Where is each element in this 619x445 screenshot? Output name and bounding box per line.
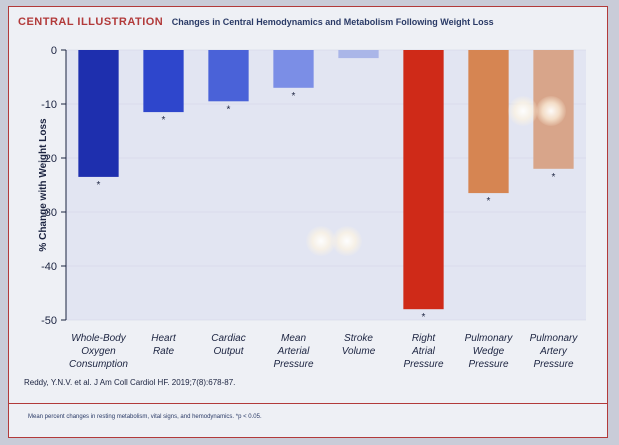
bar bbox=[273, 50, 314, 88]
y-tick-label: -40 bbox=[41, 261, 57, 273]
divider bbox=[8, 403, 608, 404]
central-illustration-tag: CENTRAL ILLUSTRATION bbox=[18, 16, 164, 28]
category-label: Artery bbox=[539, 346, 568, 357]
category-label: Oxygen bbox=[81, 346, 116, 357]
category-label: Whole-Body bbox=[71, 333, 126, 344]
category-label: Pressure bbox=[533, 359, 573, 370]
category-label: Pressure bbox=[403, 359, 443, 370]
y-axis-label: % Change with Weight Loss bbox=[38, 118, 49, 252]
y-tick-label: -10 bbox=[41, 99, 57, 111]
bar bbox=[208, 50, 249, 102]
footnote: Mean percent changes in resting metaboli… bbox=[28, 414, 262, 420]
bar bbox=[78, 50, 119, 177]
category-label: Pressure bbox=[273, 359, 313, 370]
category-label: Atrial bbox=[411, 346, 436, 357]
significance-marker: * bbox=[292, 91, 296, 102]
category-label: Output bbox=[213, 346, 244, 357]
category-label: Arterial bbox=[277, 346, 310, 357]
chart-title: Changes in Central Hemodynamics and Meta… bbox=[171, 17, 494, 27]
category-label: Pulmonary bbox=[465, 333, 514, 344]
y-tick-label: -20 bbox=[41, 153, 57, 165]
bar bbox=[403, 50, 444, 310]
category-label: Cardiac bbox=[211, 333, 245, 344]
category-label: Pressure bbox=[468, 359, 508, 370]
y-tick-label: -50 bbox=[41, 315, 57, 327]
bars-group: * * * * * * * bbox=[78, 50, 574, 323]
significance-marker: * bbox=[487, 196, 491, 207]
y-tick-label: -30 bbox=[41, 207, 57, 219]
category-label: Mean bbox=[281, 333, 306, 344]
significance-marker: * bbox=[422, 312, 426, 323]
category-label: Wedge bbox=[473, 346, 505, 357]
bar bbox=[338, 50, 379, 59]
category-label: Right bbox=[412, 333, 437, 344]
category-label: Heart bbox=[151, 333, 177, 344]
significance-marker: * bbox=[162, 115, 166, 126]
bar bbox=[143, 50, 184, 113]
y-tick-label: 0 bbox=[51, 45, 57, 57]
category-label: Stroke bbox=[344, 333, 373, 344]
bar bbox=[533, 50, 574, 169]
significance-marker: * bbox=[97, 180, 101, 191]
category-label: Volume bbox=[342, 346, 376, 357]
y-axis: 0 -10 -20 -30 -40 -50 bbox=[41, 45, 67, 327]
figure-header: CENTRAL ILLUSTRATION Changes in Central … bbox=[18, 12, 494, 30]
citation: Reddy, Y.N.V. et al. J Am Coll Cardiol H… bbox=[24, 378, 236, 387]
category-label: Pulmonary bbox=[530, 333, 579, 344]
significance-marker: * bbox=[552, 172, 556, 183]
bar bbox=[468, 50, 509, 194]
x-axis-labels: Whole-Body Oxygen Consumption Heart Rate Card… bbox=[69, 333, 578, 370]
significance-marker: * bbox=[227, 104, 231, 115]
category-label: Rate bbox=[153, 346, 175, 357]
category-label: Consumption bbox=[69, 359, 128, 370]
